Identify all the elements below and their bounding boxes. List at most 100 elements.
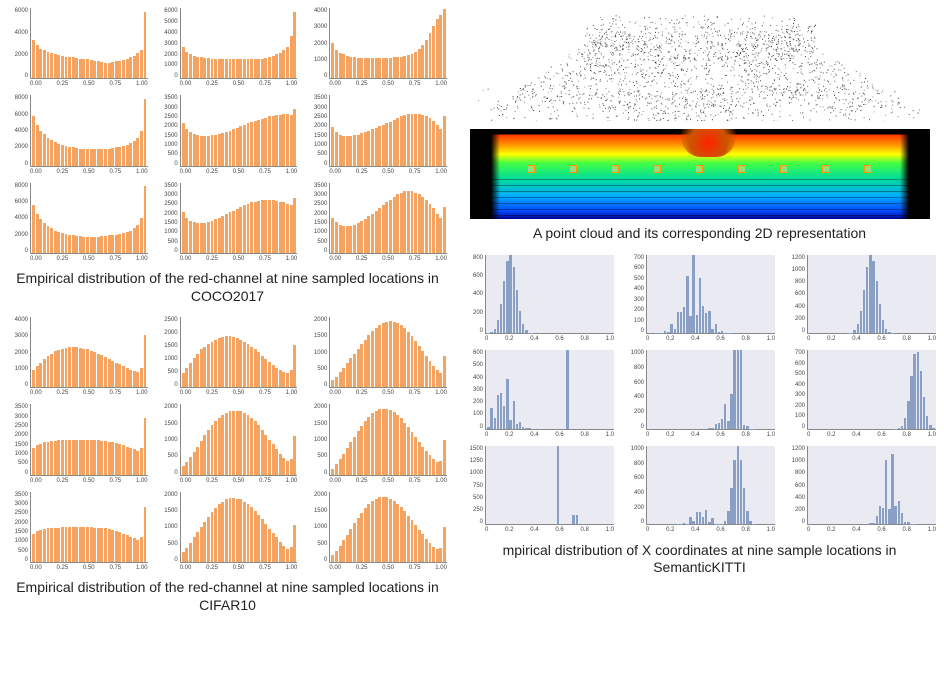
x-tick-label: 0.50 [83,256,95,266]
histogram-bar [108,149,111,166]
histogram-bar [393,197,396,253]
x-tick-label: 0.8 [903,527,911,537]
histogram-bar [686,276,688,333]
histogram-bar [207,222,210,253]
histogram-cell: 800060004000200000.000.250.500.751.00 [4,93,152,178]
plot-area [30,95,148,166]
histogram-bar [907,522,909,524]
x-tick-label: 1.0 [606,336,614,346]
histogram-bar [261,430,264,475]
x-tick-label: 0.6 [716,336,724,346]
histogram-bar [293,198,296,253]
histogram-bar [82,149,85,166]
histogram-bar [683,523,685,524]
histogram-bar [254,202,257,253]
histogram-bar [182,466,185,474]
x-tick-label: 0.6 [877,432,885,442]
histogram-bar [414,525,417,562]
pointcloud-3d-view [470,11,930,121]
plot-area [180,317,298,388]
bars-container [31,183,148,253]
histogram-bar [68,235,71,253]
histogram-bar [57,528,60,562]
histogram-bar [866,267,868,333]
histogram-bar [236,338,239,387]
histogram-bar [929,425,931,429]
histogram-bar [32,448,35,475]
histogram-bar [126,59,129,79]
x-axis: 0.000.250.500.751.00 [329,256,447,266]
histogram-bar [863,290,865,333]
histogram-bar [218,218,221,253]
y-tick-label: 2000 [164,330,177,336]
y-tick-label: 2000 [314,317,327,323]
histogram-bar [275,449,278,474]
histogram-bar [746,426,748,428]
histogram-bar [331,469,334,475]
histogram-bar [360,58,363,78]
y-tick-label: 500 [317,366,327,372]
y-tick-label: 600 [795,361,805,367]
y-tick-label: 1500 [314,421,327,427]
histogram-bar [917,352,919,429]
histogram-bar [342,226,345,253]
bars-container [181,8,298,78]
histogram-bar [232,211,235,253]
histogram-bar [335,464,338,475]
histogram-bar [708,311,710,333]
x-tick-label: 0.00 [329,390,341,400]
histogram-bar [211,221,214,253]
histogram-bar [72,347,75,387]
histogram-bar [239,59,242,78]
y-tick-label: 250 [473,507,483,513]
histogram-bar [400,325,403,387]
x-tick-label: 1.00 [136,81,148,91]
histogram-bar [264,435,267,475]
histogram-bar [36,125,39,166]
x-tick-label: 0.00 [30,478,42,488]
plot-area [329,492,447,563]
sample-location-marker [822,165,830,173]
y-tick-label: 3000 [164,41,177,47]
histogram-bar [353,523,356,562]
histogram-bar [429,361,432,388]
histogram-bar [104,441,107,475]
y-tick-label: 3500 [314,183,327,189]
y-tick-label: 0 [480,424,483,430]
histogram-bar [519,422,521,428]
y-tick-label: 700 [795,350,805,356]
histogram-bar [93,61,96,79]
histogram-bar [733,350,735,429]
x-tick-label: 0.8 [903,336,911,346]
histogram-bar [740,350,742,429]
histogram-bar [126,368,129,388]
x-axis: 00.20.40.60.81.0 [807,432,936,442]
histogram-bar [286,47,289,79]
histogram-bar [411,54,414,79]
x-tick-label: 0.75 [409,256,421,266]
histogram-bar [203,347,206,388]
x-tick-label: 0.75 [409,390,421,400]
histogram-bar [513,267,515,333]
histogram-cell: 12001000800600400200000.20.40.60.81.0 [781,444,940,538]
y-tick-label: 1500 [314,133,327,139]
histogram-bar [93,440,96,474]
histogram-bar [32,370,35,388]
histogram-bar [378,126,381,165]
x-tick-label: 0.8 [742,336,750,346]
histogram-bar [752,524,754,525]
histogram-bar [353,57,356,78]
histogram-bar [185,548,188,562]
histogram-bar [421,534,424,562]
scan-line [470,179,930,180]
histogram-bar [57,232,60,253]
histogram-bar [257,425,260,474]
histogram-bar [364,219,367,253]
x-tick-label: 0.50 [83,478,95,488]
histogram-bar [50,53,53,78]
y-tick-label: 2000 [314,41,327,47]
histogram-bar [136,451,139,475]
x-tick-label: 0.00 [30,390,42,400]
histogram-bar [108,63,111,78]
histogram-bar [75,347,78,387]
